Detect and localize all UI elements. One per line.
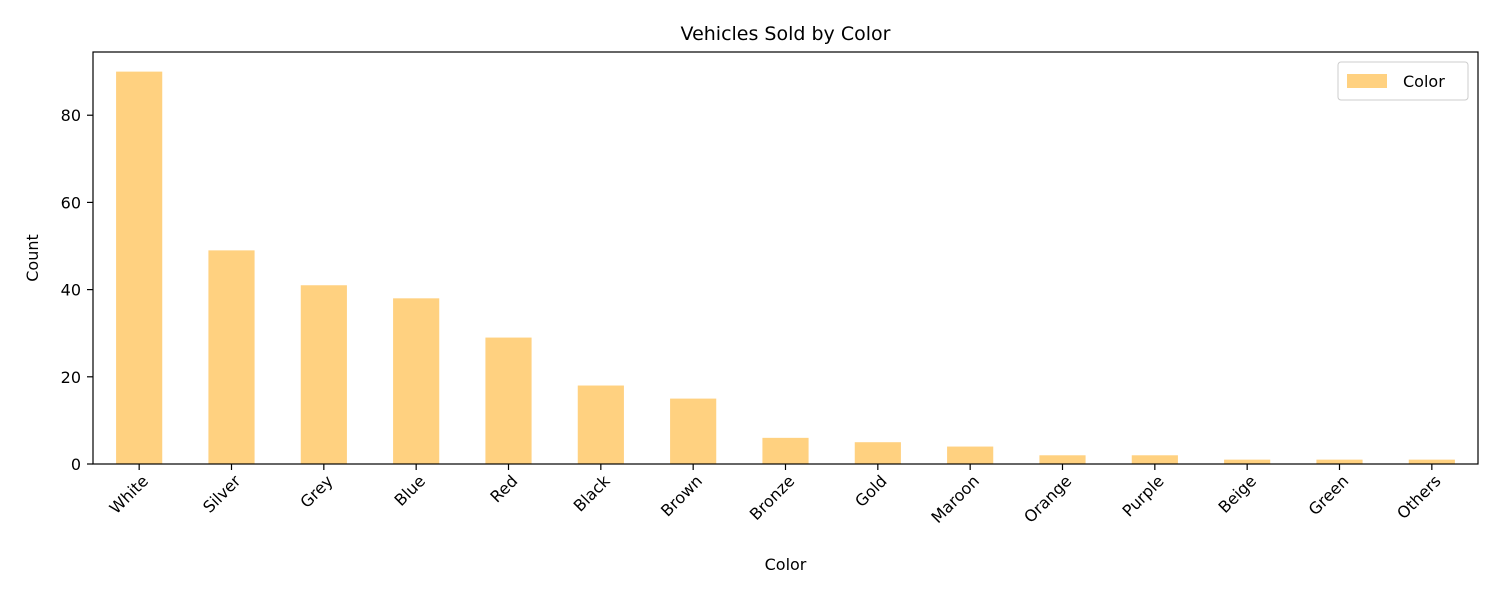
bar-green	[1316, 459, 1363, 464]
bar-brown	[670, 398, 717, 464]
x-axis: White Silver Grey Blue Red Black Brown Bronze Go…	[106, 464, 1445, 527]
x-tick-label: Black	[570, 471, 615, 516]
bar-white	[116, 71, 163, 464]
bar-purple	[1131, 455, 1178, 464]
chart-title: Vehicles Sold by Color	[681, 23, 891, 45]
legend-swatch	[1347, 74, 1387, 88]
legend: Color	[1337, 61, 1469, 101]
bar-grey	[300, 285, 347, 464]
y-axis: 0 20 40 60 80	[61, 106, 93, 474]
x-tick-label: Red	[486, 471, 521, 506]
y-tick-label: 0	[71, 455, 81, 474]
y-axis-title: Count	[23, 234, 42, 282]
y-tick-label: 80	[61, 106, 81, 125]
x-tick-label: Purple	[1118, 471, 1167, 520]
bars-group	[116, 71, 1455, 464]
bar-gold	[854, 442, 901, 464]
bar-silver	[208, 250, 255, 464]
x-tick-label: Others	[1393, 471, 1444, 522]
bar-others	[1408, 459, 1455, 464]
bar-red	[485, 337, 532, 464]
bar-bronze	[762, 437, 809, 464]
y-tick-label: 60	[61, 193, 81, 212]
x-tick-label: Gold	[851, 471, 890, 510]
bar-blue	[393, 298, 440, 464]
y-tick-label: 40	[61, 281, 81, 300]
x-tick-label: Green	[1305, 471, 1353, 519]
x-tick-label: Maroon	[927, 471, 983, 527]
x-tick-label: Brown	[657, 471, 706, 520]
x-tick-label: Grey	[296, 471, 336, 511]
legend-box	[1337, 61, 1469, 101]
bar-black	[577, 385, 624, 464]
x-axis-title: Color	[765, 555, 807, 574]
x-tick-label: White	[106, 471, 152, 517]
x-tick-label: Blue	[391, 471, 429, 509]
legend-label: Color	[1403, 72, 1445, 91]
x-tick-label: Bronze	[746, 471, 799, 524]
bar-maroon	[947, 446, 994, 464]
bar-orange	[1039, 455, 1086, 464]
x-tick-label: Beige	[1215, 471, 1260, 516]
y-tick-label: 20	[61, 368, 81, 387]
bar-beige	[1224, 459, 1271, 464]
x-tick-label: Orange	[1020, 471, 1075, 526]
x-tick-label: Silver	[199, 471, 245, 517]
